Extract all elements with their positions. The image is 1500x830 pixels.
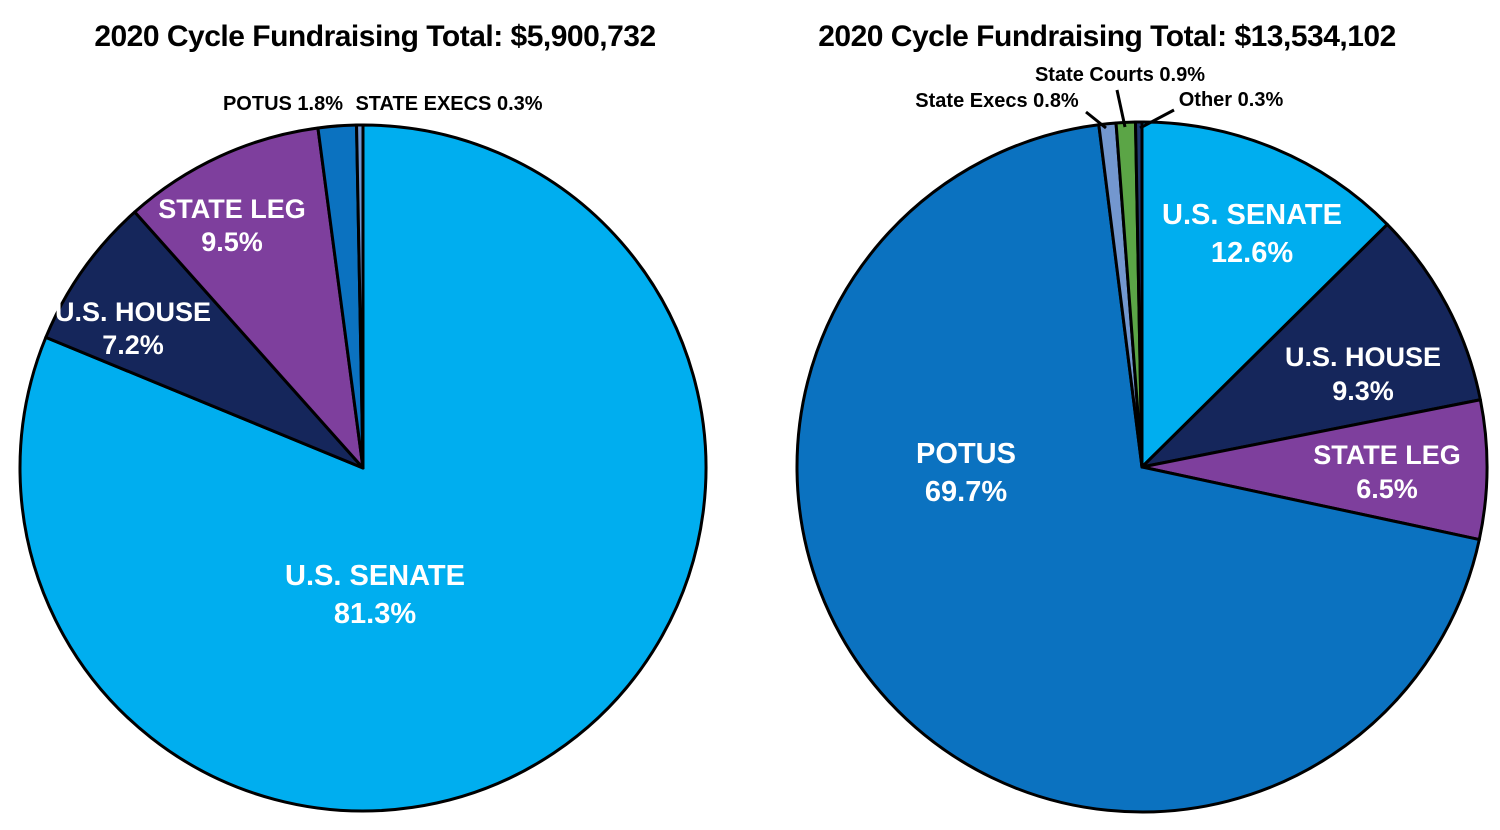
- pie-slice-u-s-house: [44, 210, 365, 470]
- pie-label-state-execs: STATE EXECS 0.3%: [355, 93, 542, 115]
- pie-label-u-s-senate-pct: 12.6%: [1211, 237, 1293, 269]
- pie-slice-potus: [795, 123, 1481, 814]
- pie-slice-state-leg: [133, 126, 365, 470]
- leader-line-other: [1139, 108, 1175, 130]
- pie-right: U.S. SENATE 12.6% U.S. HOUSE 9.3% STATE LEG 6…: [795, 64, 1489, 814]
- pie-label-u-s-house-name: U.S. HOUSE: [55, 297, 211, 327]
- pie-slice-state-leg: [1140, 398, 1489, 542]
- pie-label-state-leg-name: STATE LEG: [158, 194, 306, 224]
- pie-slice-u-s-senate: [1140, 120, 1389, 469]
- chart-title-right: 2020 Cycle Fundraising Total: $13,534,10…: [818, 20, 1396, 53]
- pie-label-u-s-senate-pct: 81.3%: [334, 598, 416, 630]
- pie-label-u-s-house-pct: 9.3%: [1332, 376, 1394, 406]
- pie-label-potus: POTUS 1.8%: [223, 93, 343, 115]
- leader-line-state-execs: [1085, 110, 1107, 130]
- pie-label-state-courts: State Courts 0.9%: [1035, 64, 1205, 86]
- pie-chart-right-2020-cycle: 2020 Cycle Fundraising Total: $13,534,10…: [750, 0, 1500, 830]
- pie-label-state-leg-pct: 9.5%: [201, 227, 263, 257]
- pie-label-state-leg-pct: 6.5%: [1356, 474, 1418, 504]
- pie-label-u-s-senate-name: U.S. SENATE: [1162, 199, 1342, 231]
- pie-label-potus-pct: 69.7%: [925, 476, 1007, 508]
- leader-line-state-courts: [1115, 89, 1127, 128]
- chart-title-left: 2020 Cycle Fundraising Total: $5,900,732: [94, 20, 656, 53]
- pie-label-u-s-senate-name: U.S. SENATE: [285, 560, 465, 592]
- pie-slice-u-s-house: [1140, 222, 1482, 469]
- pie-label-potus-name: POTUS: [916, 438, 1016, 470]
- pie-chart-left-2020-cycle: 2020 Cycle Fundraising Total: $5,900,732…: [18, 20, 708, 813]
- pie-slice-state-execs: [355, 123, 365, 470]
- pie-label-u-s-house-name: U.S. HOUSE: [1285, 342, 1441, 372]
- pie-label-other: Other 0.3%: [1179, 89, 1284, 111]
- pie-label-state-execs: State Execs 0.8%: [915, 90, 1079, 112]
- pie-slice-other: [1134, 120, 1144, 469]
- pie-label-u-s-house-pct: 7.2%: [102, 330, 164, 360]
- pie-label-state-leg-name: STATE LEG: [1313, 440, 1461, 470]
